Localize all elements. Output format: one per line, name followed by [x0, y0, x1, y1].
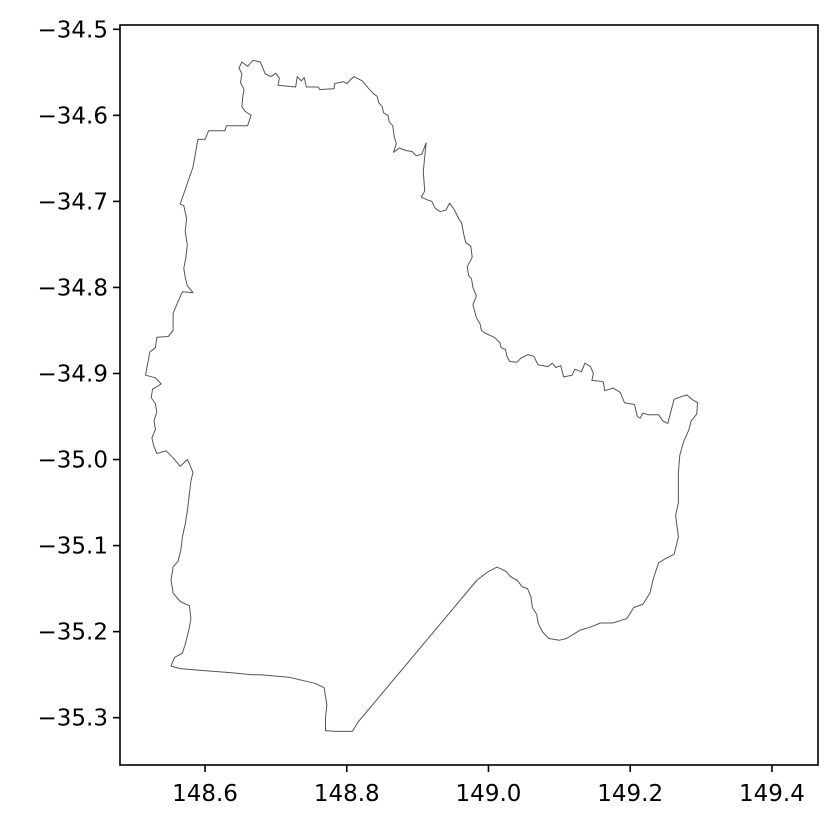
- region-boundary: [145, 59, 698, 732]
- y-axis: −34.5 −34.6 −34.7 −34.8 −34.9 −35.0 −35.1 −35.2…: [38, 17, 120, 732]
- x-tick-label: 148.8: [314, 781, 380, 807]
- y-tick-label: −35.0: [38, 448, 108, 474]
- y-tick-label: −35.3: [38, 706, 108, 732]
- x-tick-label: 149.0: [456, 781, 522, 807]
- y-tick-label: −35.2: [38, 620, 108, 646]
- x-tick-label: 149.2: [597, 781, 663, 807]
- y-tick-label: −34.7: [38, 189, 108, 215]
- x-tick-label: 149.4: [739, 781, 805, 807]
- y-tick-label: −34.5: [38, 17, 108, 43]
- y-tick-label: −34.6: [38, 103, 108, 129]
- y-tick-label: −35.1: [38, 534, 108, 560]
- x-tick-label: 148.6: [172, 781, 238, 807]
- y-tick-label: −34.9: [38, 361, 108, 387]
- y-tick-label: −34.8: [38, 275, 108, 301]
- axes-frame: [119, 24, 819, 766]
- x-axis: 148.6 148.8 149.0 149.2 149.4: [172, 765, 805, 807]
